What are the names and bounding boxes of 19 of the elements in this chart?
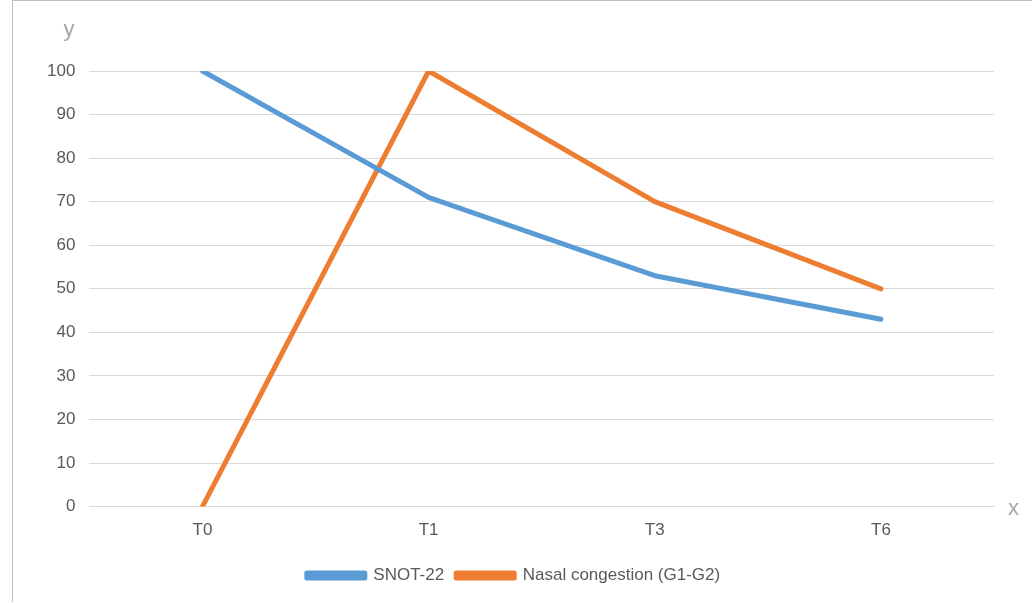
x-tick-label: T0 xyxy=(192,520,213,540)
y-tick-label: 90 xyxy=(56,104,76,124)
y-tick-label: 30 xyxy=(56,365,76,385)
x-axis-title: x xyxy=(1008,494,1019,520)
y-tick-label: 0 xyxy=(65,496,76,516)
y-tick-label: 100 xyxy=(46,60,76,80)
x-tick-label: T1 xyxy=(418,520,439,540)
y-tick-label: 80 xyxy=(56,147,76,167)
y-tick-label: 50 xyxy=(56,278,76,298)
y-tick-label: 20 xyxy=(56,409,76,429)
y-axis-title: y xyxy=(63,16,75,42)
legend-label: SNOT-22 xyxy=(373,565,445,585)
y-tick-label: 60 xyxy=(56,234,76,254)
x-tick-label: T6 xyxy=(871,520,891,540)
y-tick-label: 40 xyxy=(56,322,76,342)
legend-label: Nasal congestion (G1-G2) xyxy=(522,565,721,585)
y-tick-label: 70 xyxy=(56,191,76,211)
x-tick-label: T3 xyxy=(644,520,665,540)
y-tick-label: 10 xyxy=(56,452,76,472)
